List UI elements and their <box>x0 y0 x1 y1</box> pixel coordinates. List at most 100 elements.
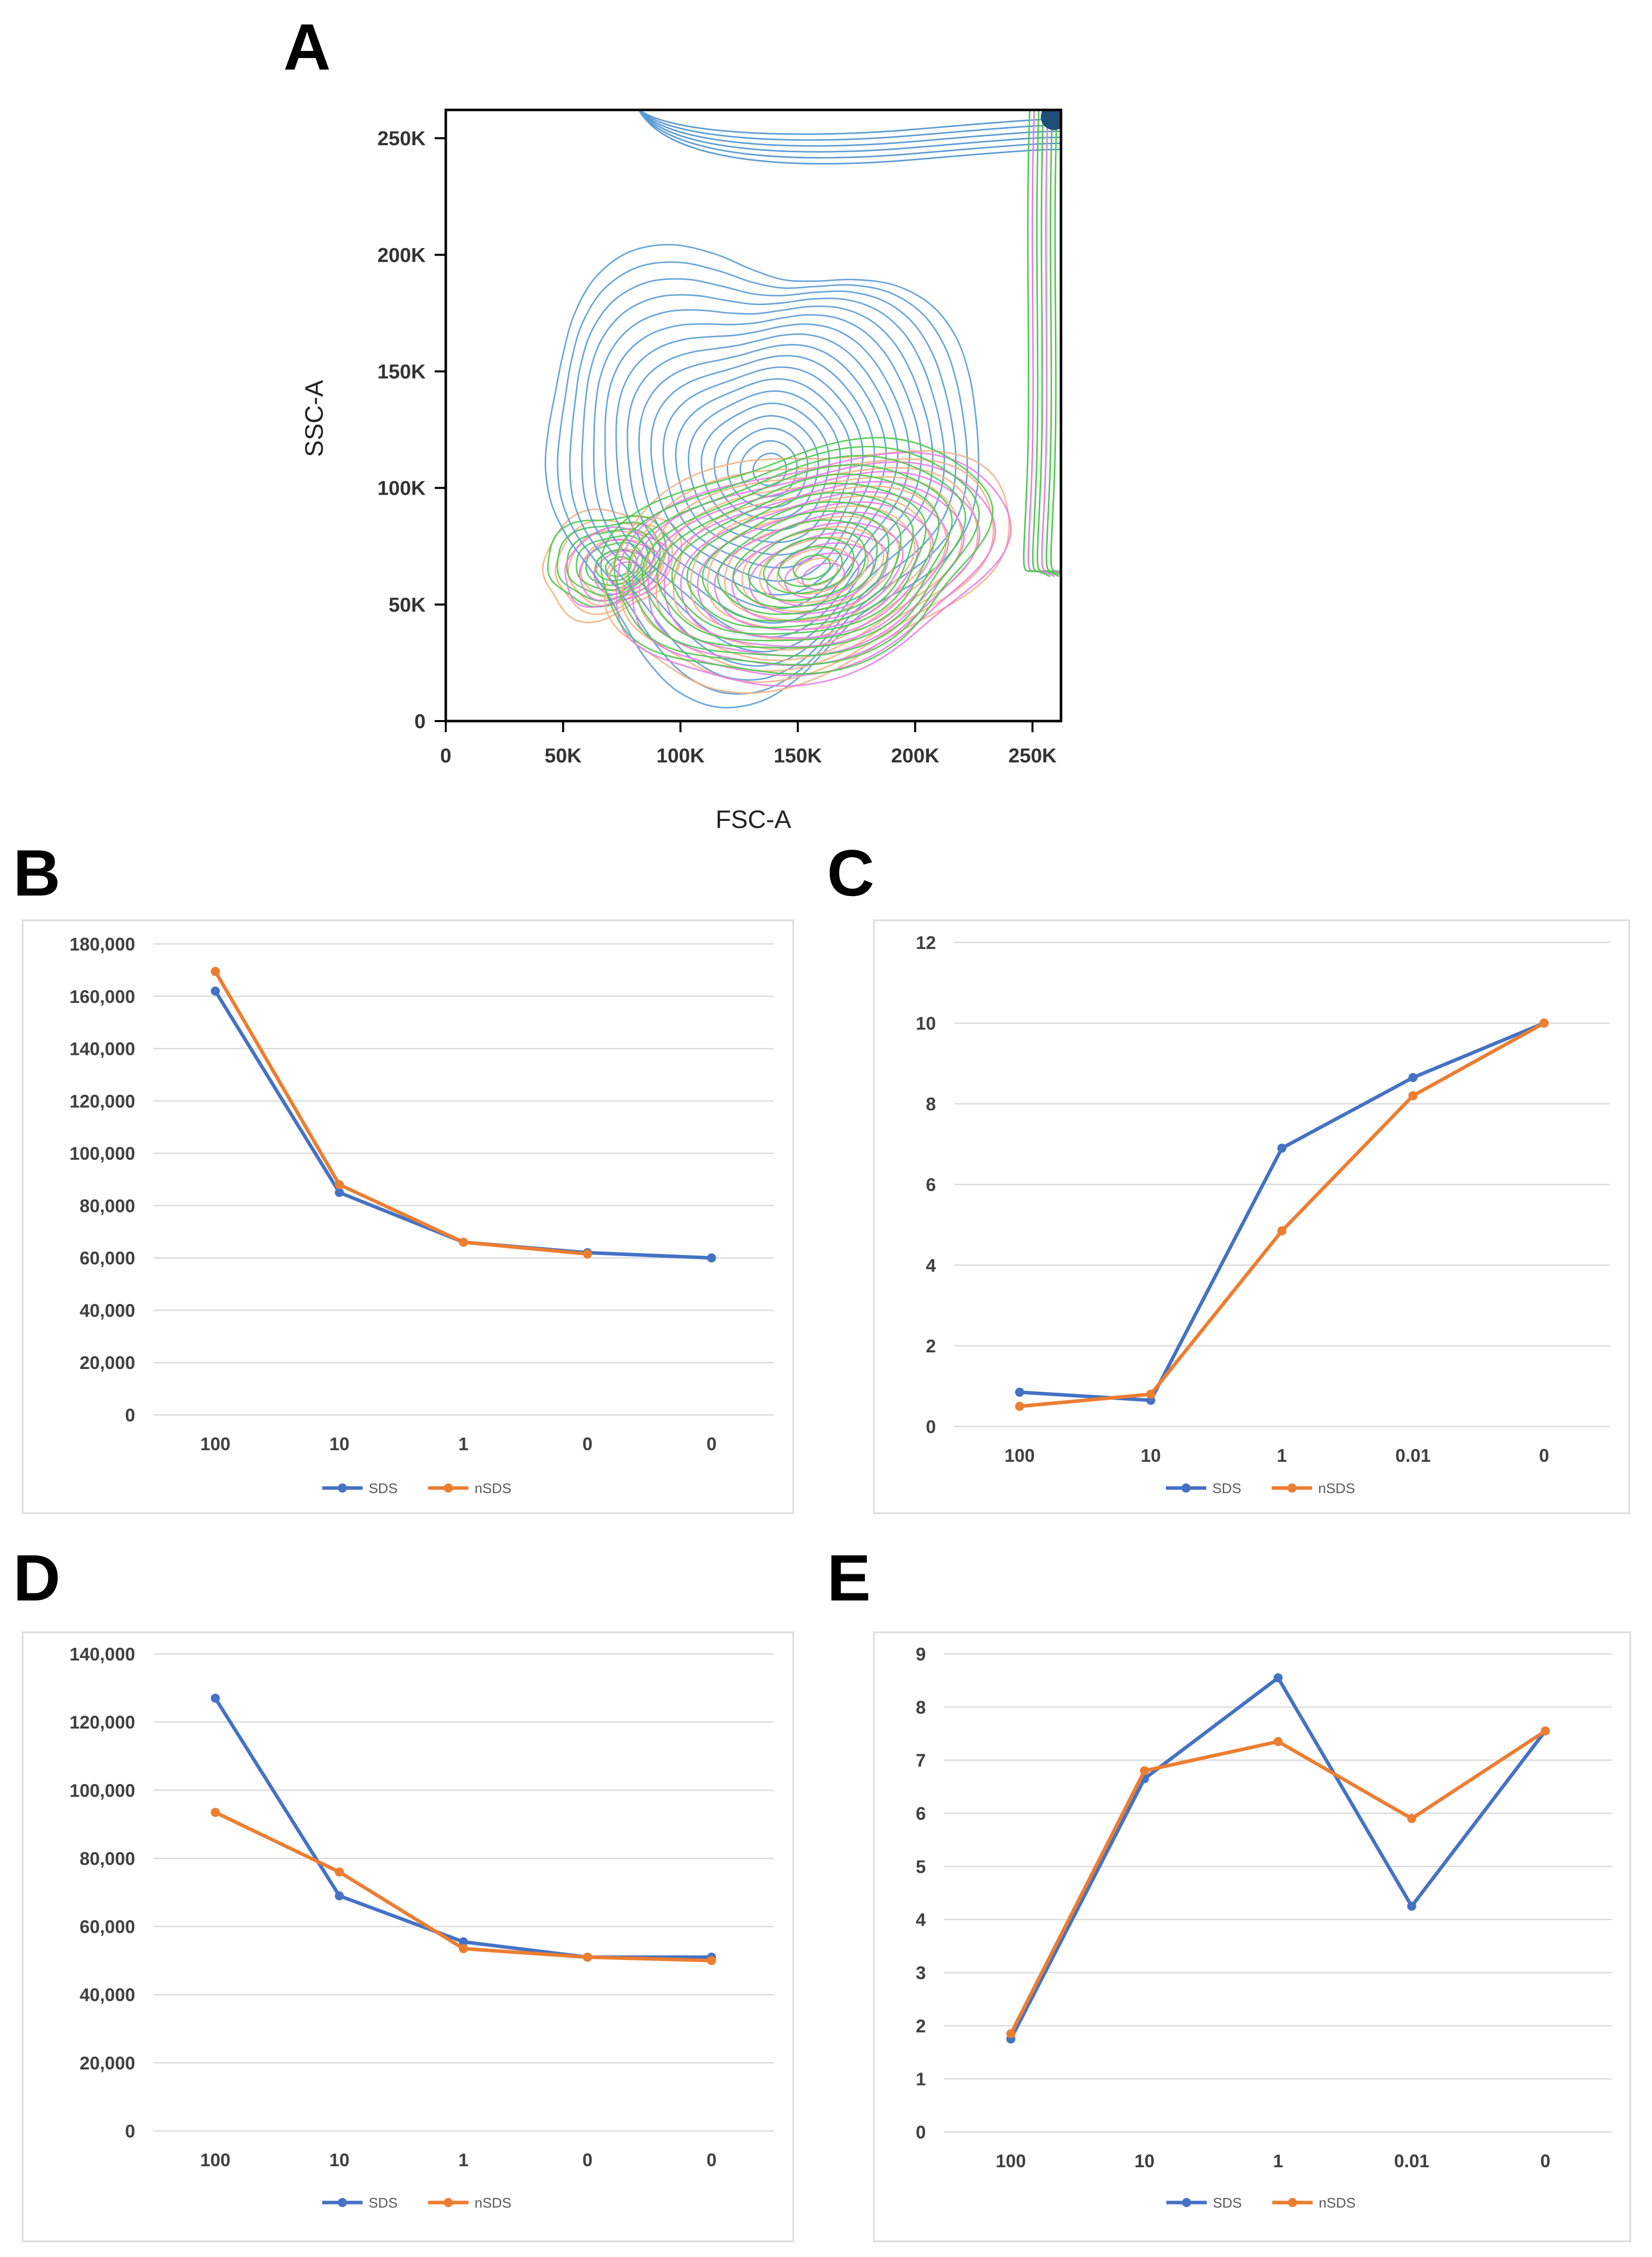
y-tick-label: 140,000 <box>70 1644 135 1665</box>
x-tick-label: 50K <box>545 745 581 767</box>
data-point-nsds <box>583 1249 592 1259</box>
data-point-nsds <box>1541 1726 1550 1736</box>
x-tick-label: 100 <box>200 2150 230 2170</box>
x-tick-label: 0 <box>706 1434 717 1454</box>
data-point-sds <box>335 1891 344 1900</box>
legend-marker <box>338 2198 347 2207</box>
x-tick-label: 10 <box>1141 1445 1161 1466</box>
panel-label-b: B <box>13 836 61 910</box>
contour-blue-main <box>544 244 980 708</box>
y-tick-label: 150K <box>377 361 426 383</box>
contour-orange-main <box>794 557 839 586</box>
legend-label: nSDS <box>1318 1480 1355 1496</box>
contour-green-main <box>701 501 902 622</box>
legend-marker <box>444 2198 453 2207</box>
contour-orange-main <box>672 485 948 651</box>
y-tick-label: 8 <box>926 1094 936 1114</box>
contour-pink-main <box>615 451 1012 687</box>
legend-label: SDS <box>369 1480 398 1496</box>
contour-orange-main <box>655 476 963 662</box>
contour-pink-main <box>748 532 889 615</box>
x-tick-label: 100 <box>995 2151 1026 2171</box>
x-tick-label: 100 <box>1005 1445 1035 1466</box>
y-tick-label: 10 <box>916 1013 936 1034</box>
y-tick-label: 1 <box>916 2069 926 2090</box>
y-tick-label: 60,000 <box>80 1917 135 1937</box>
contour-blue-main <box>615 323 911 624</box>
contour-green-edge <box>1023 110 1050 577</box>
y-tick-label: 140,000 <box>70 1039 135 1059</box>
contour-green-main <box>732 519 878 609</box>
legend-marker <box>1288 2198 1297 2207</box>
data-point-nsds <box>583 1952 592 1962</box>
contour-pink-main <box>663 481 965 657</box>
x-tick-label: 200K <box>891 745 939 767</box>
y-tick-label: 0 <box>125 1405 135 1426</box>
y-tick-label: 80,000 <box>80 1196 135 1216</box>
data-point-nsds <box>1540 1019 1549 1028</box>
y-tick-label: 0 <box>916 2122 926 2143</box>
panel-label-e: E <box>827 1541 871 1615</box>
data-point-sds <box>211 986 220 996</box>
contour-blue-main <box>569 278 957 681</box>
contour-green-main <box>656 473 940 641</box>
y-tick-label: 120,000 <box>70 1712 135 1733</box>
legend-marker <box>1182 1483 1191 1493</box>
data-point-nsds <box>459 1944 468 1953</box>
data-point-nsds <box>1146 1390 1155 1399</box>
panel-label-d: D <box>13 1541 61 1615</box>
x-tick-label: 1 <box>458 2150 468 2170</box>
contour-green-main <box>671 483 927 635</box>
data-point-nsds <box>1015 1402 1024 1411</box>
contour-green-edge <box>1050 110 1061 572</box>
contour-blue-top <box>638 110 1061 135</box>
y-tick-label: 4 <box>916 1910 926 1930</box>
y-tick-label: 120,000 <box>70 1091 135 1111</box>
y-tick-label: 200K <box>377 244 426 266</box>
contour-lines <box>542 110 1061 708</box>
plot-frame <box>444 108 1063 723</box>
contour-blue-top <box>638 110 1061 165</box>
y-tick-label: 3 <box>916 1963 926 1983</box>
panel-label-a: A <box>283 10 331 84</box>
contour-green-main <box>762 537 855 595</box>
data-point-sds <box>211 1693 220 1703</box>
x-tick-label: 0 <box>440 745 451 767</box>
y-tick-label: 40,000 <box>80 1985 135 2005</box>
y-tick-label: 4 <box>926 1255 936 1276</box>
contour-green-main <box>627 455 967 657</box>
y-tick-label: 50K <box>389 594 426 616</box>
chart-border <box>873 919 1630 1514</box>
contour-orange-main <box>604 450 1010 694</box>
data-point-sds <box>1407 1902 1417 1911</box>
contour-blue-main <box>675 378 852 556</box>
chart-border <box>22 1631 794 2242</box>
x-tick-label: 10 <box>329 1434 349 1454</box>
data-point-nsds <box>707 1956 716 1966</box>
y-tick-label: 20,000 <box>80 2053 135 2073</box>
x-tick-label: 0 <box>1539 1445 1549 1466</box>
data-point-nsds <box>1006 2029 1016 2039</box>
series-line-nsds <box>213 970 588 1256</box>
contour-pink-small <box>594 550 652 595</box>
data-point-sds <box>1277 1144 1286 1153</box>
x-tick-label: 0 <box>706 2150 717 2170</box>
contour-pink-main <box>801 562 845 590</box>
y-tick-label: 12 <box>916 932 936 953</box>
data-point-nsds <box>1407 1814 1417 1823</box>
y-tick-label: 250K <box>377 128 426 150</box>
y-tick-label: 160,000 <box>70 986 135 1007</box>
contour-green-main <box>613 446 980 666</box>
legend-marker <box>444 1483 453 1493</box>
x-tick-label: 0 <box>1540 2151 1550 2171</box>
data-point-nsds <box>459 1237 468 1247</box>
y-tick-label: 0 <box>415 710 426 733</box>
y-tick-label: 80,000 <box>80 1848 135 1869</box>
y-tick-label: 8 <box>916 1697 926 1717</box>
line-chart-d: 0 20,000 40,000 60,000 80,000 100,000 120,000 1… <box>22 1631 794 2242</box>
x-tick-label: 100 <box>200 1434 230 1454</box>
contour-green-main <box>717 510 890 615</box>
x-tick-label: 150K <box>774 745 822 767</box>
y-tick-label: 7 <box>916 1750 926 1771</box>
